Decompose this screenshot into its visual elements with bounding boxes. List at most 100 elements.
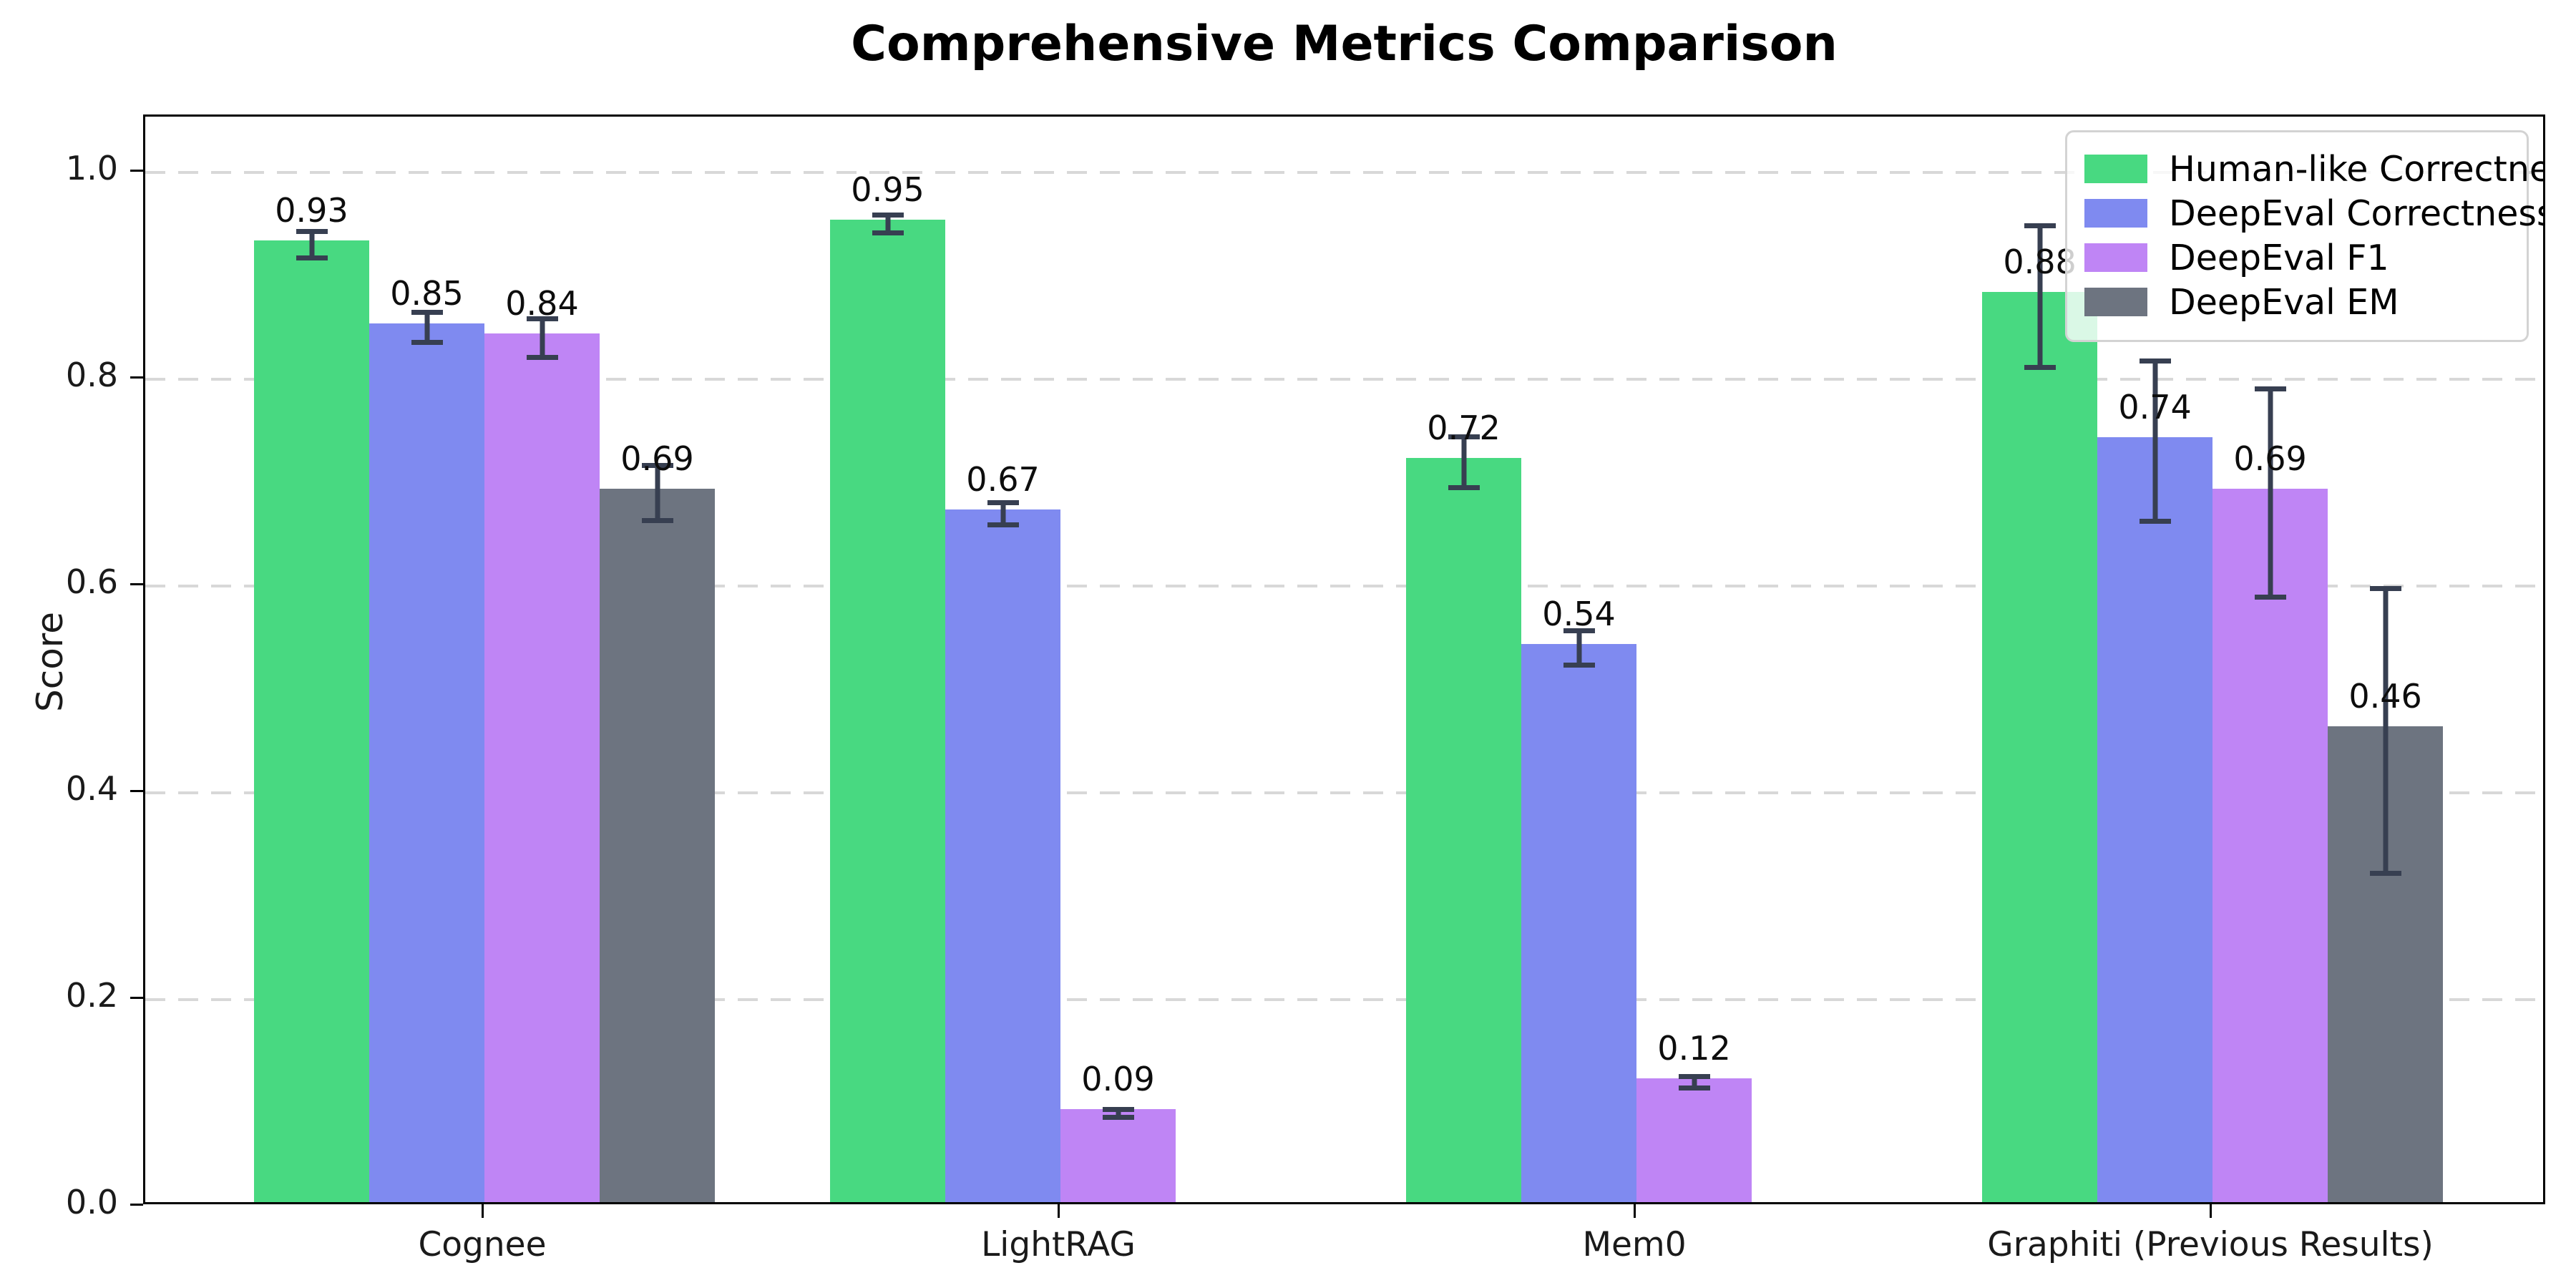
error-bar-cap-bottom — [641, 517, 673, 523]
error-bar-line — [1576, 628, 1582, 668]
bar — [484, 333, 600, 1202]
error-bar-cap-bottom — [1678, 1085, 1710, 1091]
error-bar — [2139, 358, 2171, 525]
bar — [1982, 292, 2098, 1202]
error-bar-line — [424, 310, 429, 346]
legend-label: DeepEval Correctness — [2169, 192, 2545, 234]
bar — [1406, 457, 1522, 1202]
bar — [1060, 1108, 1176, 1202]
error-bar-cap-bottom — [872, 230, 904, 236]
error-bar-line — [1461, 434, 1467, 490]
bar-value-label: 0.88 — [2003, 243, 2077, 282]
y-tick-mark — [130, 583, 143, 585]
error-bar-cap-top — [2139, 358, 2171, 364]
error-bar — [987, 500, 1019, 527]
error-bar-cap-top — [1563, 628, 1595, 634]
y-tick-mark — [130, 997, 143, 999]
x-tick-label: Graphiti (Previous Results) — [1987, 1225, 2434, 1264]
error-bar — [526, 316, 558, 360]
error-bar-cap-top — [526, 316, 558, 321]
error-bar-cap-top — [296, 229, 328, 235]
error-bar-cap-bottom — [1448, 484, 1480, 490]
bar — [2097, 436, 2213, 1202]
gridline — [145, 378, 2543, 381]
error-bar-line — [655, 463, 660, 523]
legend-swatch — [2084, 288, 2147, 316]
bar — [2212, 488, 2328, 1202]
x-tick-label: Cognee — [418, 1225, 547, 1264]
error-bar-cap-top — [2254, 386, 2286, 392]
error-bar-cap-bottom — [296, 255, 328, 260]
x-tick-label: LightRAG — [981, 1225, 1136, 1264]
error-bar-cap-top — [1448, 434, 1480, 439]
chart-plot-area: 0.93 0.85 0.84 0.69 0.95 0.67 0.09 0.72 0.54 0.12… — [143, 114, 2545, 1204]
error-bar-cap-top — [1678, 1074, 1710, 1080]
bar-value-label: 0.09 — [1081, 1059, 1155, 1098]
error-bar — [1448, 434, 1480, 490]
error-bar — [1678, 1074, 1710, 1091]
error-bar-cap-top — [872, 213, 904, 218]
bar — [369, 323, 484, 1202]
gridline — [145, 585, 2543, 587]
legend-label: Human-like Correctness — [2169, 148, 2543, 190]
bar — [254, 240, 369, 1202]
bar — [830, 220, 946, 1202]
error-bar-line — [540, 316, 545, 360]
y-tick-label: 0.4 — [65, 769, 118, 808]
error-bar-line — [1000, 500, 1006, 527]
bar-value-label: 0.46 — [2348, 677, 2422, 716]
gridline — [145, 791, 2543, 794]
y-tick-label: 0.0 — [65, 1183, 118, 1221]
error-bar-cap-bottom — [2369, 870, 2401, 876]
y-axis-label: Score — [29, 611, 71, 713]
error-bar-line — [2268, 386, 2273, 600]
bar — [600, 488, 715, 1202]
error-bar — [1218, 1202, 1249, 1204]
error-bar — [296, 229, 328, 260]
error-bar-line — [2152, 358, 2158, 525]
legend-swatch — [2084, 155, 2147, 183]
x-tick-mark — [481, 1204, 484, 1218]
legend-item: DeepEval EM — [2084, 280, 2509, 324]
error-bar — [411, 310, 443, 346]
legend-item: DeepEval Correctness — [2084, 191, 2543, 235]
error-bar — [1102, 1107, 1134, 1120]
error-bar — [641, 463, 673, 523]
bar — [1636, 1078, 1752, 1202]
y-tick-mark — [130, 170, 143, 172]
y-tick-mark — [130, 1204, 143, 1206]
error-bar-cap-bottom — [411, 340, 443, 346]
error-bar-cap-top — [2024, 223, 2056, 228]
error-bar-line — [1692, 1074, 1697, 1091]
error-bar-line — [2383, 586, 2389, 876]
bar-value-label: 0.67 — [966, 459, 1040, 499]
x-tick-mark — [2209, 1204, 2212, 1218]
legend-item: DeepEval F1 — [2084, 235, 2509, 280]
bar-value-label: 0.85 — [390, 273, 464, 313]
error-bar-cap-bottom — [1563, 663, 1595, 668]
bar-value-label: 0.54 — [1542, 594, 1616, 633]
error-bar-line — [1116, 1107, 1121, 1120]
error-bar-cap-bottom — [987, 522, 1019, 527]
gridline — [145, 171, 2543, 174]
x-tick-mark — [1633, 1204, 1636, 1218]
bar-value-label: 0.84 — [505, 284, 579, 323]
bar — [1521, 643, 1637, 1202]
legend-swatch — [2084, 243, 2147, 272]
y-tick-mark — [130, 376, 143, 379]
bar-value-label: 0.72 — [1427, 408, 1501, 447]
bar-value-label: 0.69 — [620, 439, 694, 478]
bar-value-label: 0.12 — [1657, 1028, 1731, 1068]
error-bar-cap-top — [411, 310, 443, 316]
bar-value-label: 0.74 — [2118, 387, 2192, 426]
legend-item: Human-like Correctness — [2084, 147, 2543, 191]
bar-value-label: 0.95 — [851, 170, 924, 210]
gridline — [145, 998, 2543, 1001]
error-bar-cap-bottom — [2024, 364, 2056, 370]
error-bar-cap-top — [1102, 1107, 1134, 1113]
error-bar — [2369, 586, 2401, 876]
bar-value-label: 0.93 — [275, 191, 348, 230]
error-bar — [2024, 223, 2056, 370]
error-bar-cap-bottom — [526, 354, 558, 360]
